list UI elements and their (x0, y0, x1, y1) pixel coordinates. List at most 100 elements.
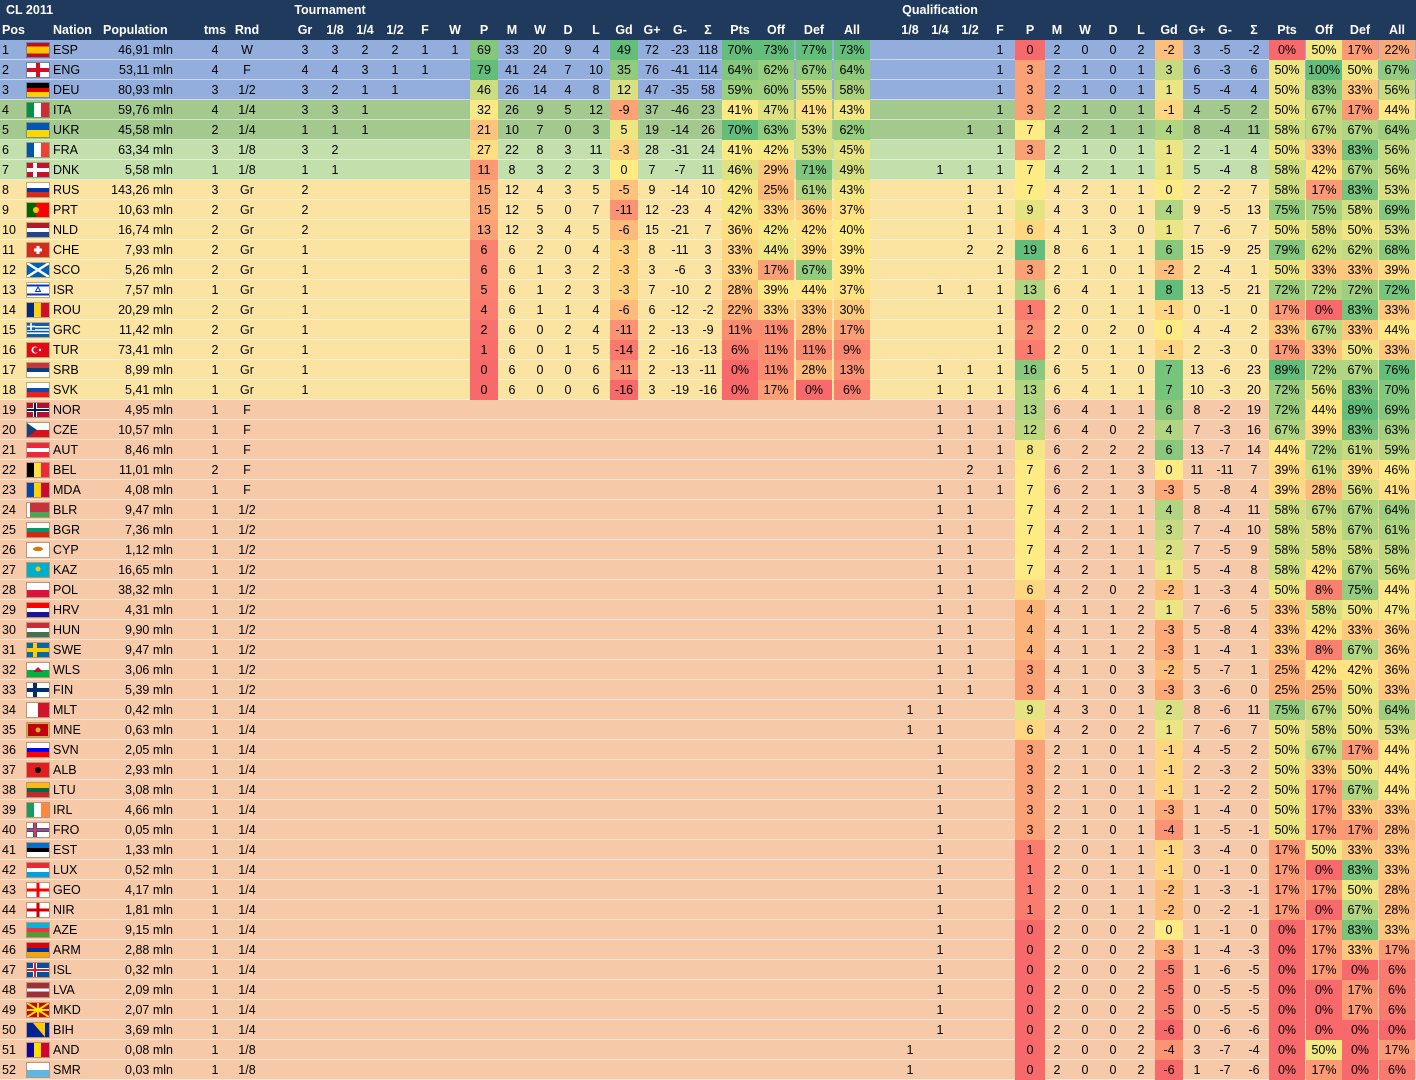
population-cell: 11,01 mln (119, 463, 173, 477)
qualification-cell: -3 (1219, 883, 1231, 897)
table-row: 35 MNE 0,63 mln 1 1/4 1 1 6 4 2 0 2 1 7 -6 7 50% 58% 50% 53… (0, 720, 1416, 740)
qualification-cell: 0 (1137, 363, 1145, 377)
table-row: 27 KAZ 16,65 mln 1 1/2 1 1 7 4 2 1 1 1 5 -4 8 58% 42% 67% 5… (0, 560, 1416, 580)
qualification-cell: 13 (1190, 283, 1204, 297)
tournament-cell: 28% (722, 280, 758, 300)
qualification-cell: 4 (1053, 623, 1061, 637)
population-cell: 80,93 mln (118, 83, 173, 97)
flag-icon (27, 803, 49, 817)
tms-cell: 1 (211, 943, 219, 957)
tournament-cell: 73% (758, 40, 794, 60)
qualification-cell: 17% (1269, 340, 1305, 360)
qualification-cell: 56% (1379, 80, 1415, 100)
qualification-cell: 1 (1137, 703, 1145, 717)
qualification-cell: 1 (1081, 823, 1089, 837)
flag-icon (27, 403, 49, 417)
tournament-cell: 4 (301, 63, 309, 77)
qualification-cell: 5 (1193, 663, 1201, 677)
qualification-cell: 63% (1379, 420, 1415, 440)
rnd-cell: 1/4 (238, 723, 256, 737)
qualification-cell: 44% (1306, 400, 1342, 420)
qualification-cell: 72% (1269, 400, 1305, 420)
tournament-cell: 4 (536, 183, 544, 197)
qualification-cell: 3 (1109, 223, 1117, 237)
nation-cell: ISL (53, 963, 72, 977)
table-row: 36 SVN 2,05 mln 1 1/4 1 3 2 1 0 1 -1 4 -5 2 50% 67% 17% 44… (0, 740, 1416, 760)
qualification-cell: 1 (1137, 843, 1145, 857)
tournament-cell: 36% (722, 220, 758, 240)
qualification-cell: 12 (1015, 420, 1045, 440)
rnd-cell: 1/4 (238, 763, 256, 777)
qualification-cell: 42% (1306, 660, 1342, 680)
qualification-cell: -1 (1155, 740, 1183, 760)
tournament-cell: 3 (564, 143, 572, 157)
flag-icon (27, 363, 49, 377)
pos-cell: 48 (2, 983, 16, 997)
tms-cell: 1 (211, 643, 219, 657)
qualification-cell: -4 (1219, 563, 1231, 577)
qualification-cell: 50% (1269, 80, 1305, 100)
flag-icon (27, 663, 49, 677)
rnd-cell: 1/2 (238, 663, 256, 677)
qualification-cell: 2 (1081, 563, 1089, 577)
qualification-cell: 33% (1306, 340, 1342, 360)
flag-icon (27, 623, 49, 637)
qualification-cell: -2 (1155, 260, 1183, 280)
qualification-cell: 9 (1250, 543, 1258, 557)
qualification-cell: 33% (1342, 840, 1378, 860)
qualification-cell: 1 (1081, 83, 1089, 97)
qualification-cell: 0% (1342, 1020, 1378, 1040)
qualification-cell: 8 (1193, 703, 1201, 717)
qualification-cell: 72% (1269, 380, 1305, 400)
qualification-cell: 0 (1109, 143, 1117, 157)
qualification-cell: 1 (1081, 803, 1089, 817)
qualification-cell: 58% (1306, 600, 1342, 620)
pos-cell: 27 (2, 563, 16, 577)
qualification-cell: 47% (1379, 600, 1415, 620)
qualification-cell: 0% (1306, 860, 1342, 880)
qualification-cell: 33% (1342, 620, 1378, 640)
qualification-cell: 1 (936, 643, 944, 657)
qualification-cell: 50% (1306, 40, 1342, 60)
qualification-cell: 17% (1306, 180, 1342, 200)
table-row: 20 CZE 10,57 mln 1 F 1 1 1 12 6 4 0 2 4 7 -3 16 67% 39% 83%… (0, 420, 1416, 440)
qualification-cell: -5 (1248, 983, 1260, 997)
qualification-cell: 83% (1342, 300, 1378, 320)
qualification-cell: 7 (1193, 723, 1201, 737)
tournament-cell: 17% (758, 260, 794, 280)
qualification-cell: 53% (1379, 720, 1415, 740)
qualification-cell: 1 (1081, 63, 1089, 77)
tournament-cell: 62% (834, 120, 870, 140)
qualification-cell: 1 (966, 423, 974, 437)
rnd-cell: Gr (240, 263, 254, 277)
nation-cell: SVK (53, 383, 79, 397)
tms-cell: 1 (211, 443, 219, 457)
qualification-cell: 1 (906, 703, 914, 717)
qualification-cell: 2 (1137, 623, 1145, 637)
nation-cell: POL (53, 583, 79, 597)
tournament-cell: 13% (834, 360, 870, 380)
qualification-cell: 0% (1269, 40, 1305, 60)
qualification-cell: 0 (1081, 923, 1089, 937)
qualification-cell: 1 (1155, 140, 1183, 160)
qualification-cell: 2 (1053, 863, 1061, 877)
population-cell: 63,34 mln (118, 143, 173, 157)
qualification-cell: -4 (1219, 163, 1231, 177)
nation-cell: MKD (53, 1003, 81, 1017)
flag-icon (27, 1063, 49, 1077)
table-row: 49 MKD 2,07 mln 1 1/4 1 0 2 0 0 2 -5 0 -5 -5 0% 0% 17% 6% (0, 1000, 1416, 1020)
qualification-cell: -5 (1219, 743, 1231, 757)
qualification-cell: 1 (1193, 943, 1201, 957)
tournament-cell: 11% (796, 340, 832, 360)
tournament-cell: 33% (758, 300, 794, 320)
qualification-cell: 1 (906, 723, 914, 737)
qualification-cell: -7 (1219, 663, 1231, 677)
population-cell: 2,07 mln (125, 1003, 173, 1017)
tournament-cell: 3 (592, 123, 600, 137)
qualification-cell: 1 (1193, 583, 1201, 597)
qualification-cell: 0 (1250, 843, 1258, 857)
qualification-cell: 50% (1342, 600, 1378, 620)
tournament-cell: 46 (470, 80, 498, 100)
population-cell: 1,33 mln (125, 843, 173, 857)
qualification-cell: 1 (936, 763, 944, 777)
